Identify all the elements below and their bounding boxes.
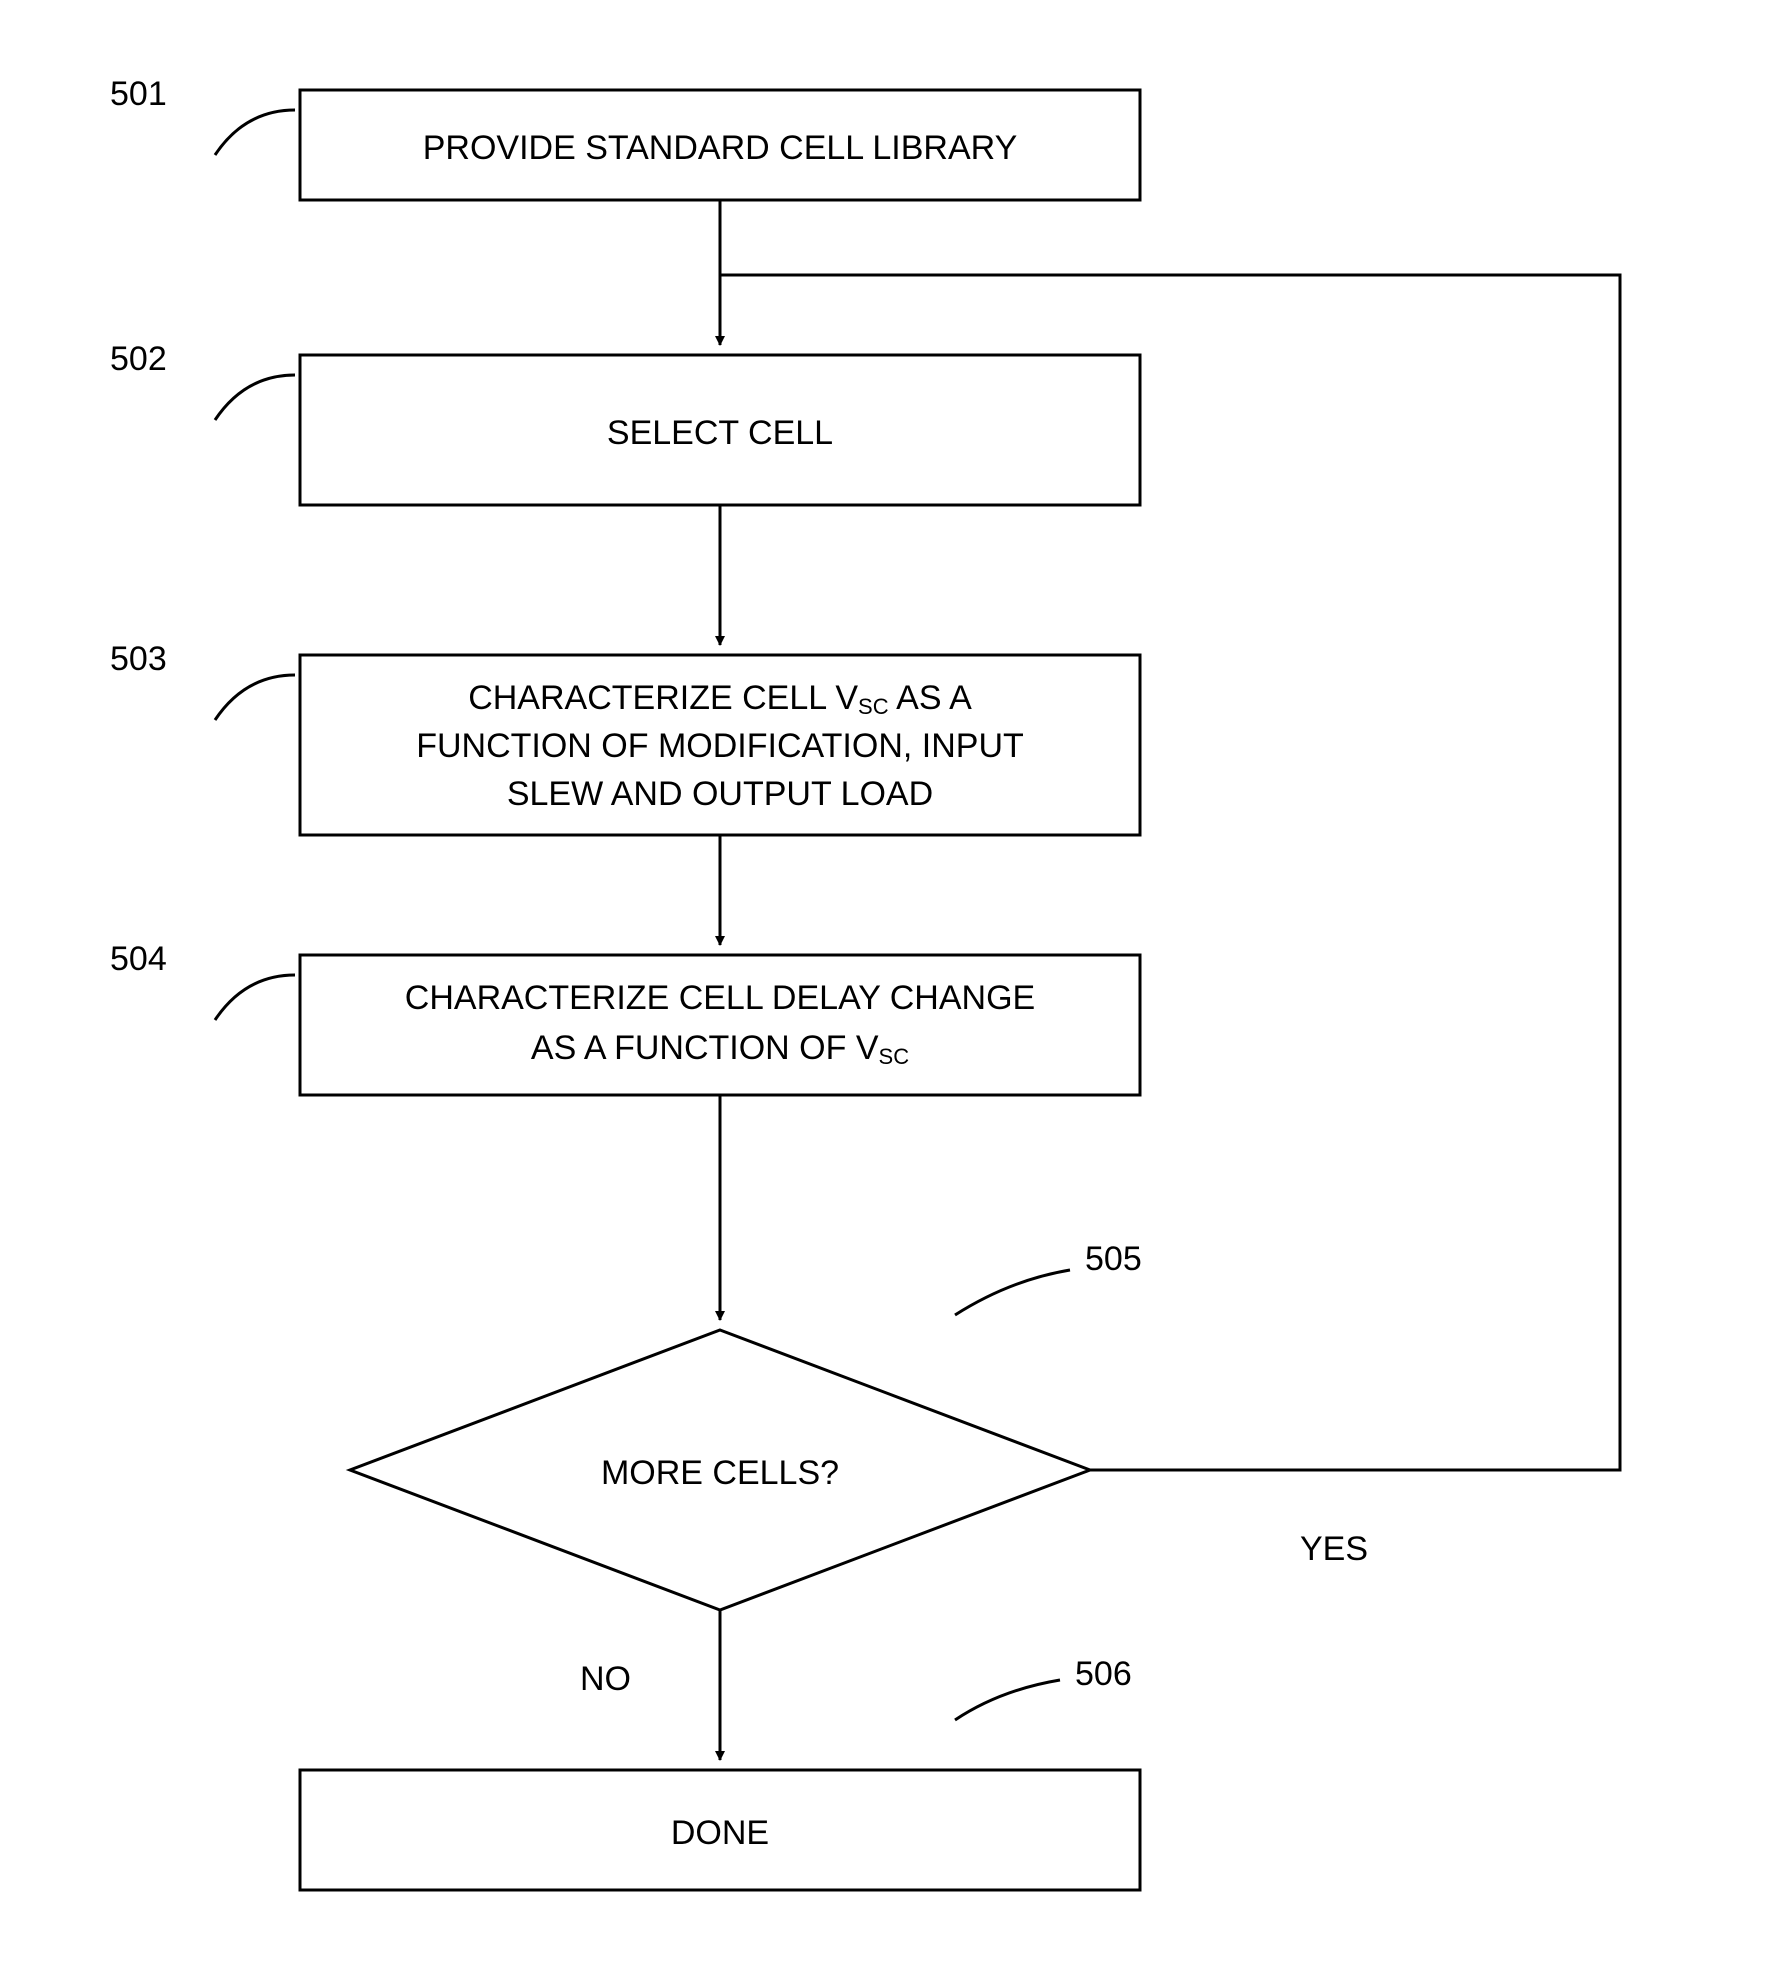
- node-506-text: DONE: [671, 1814, 769, 1852]
- node-505-text: MORE CELLS?: [601, 1454, 839, 1492]
- node-503-line3: SLEW AND OUTPUT LOAD: [507, 775, 933, 813]
- ref-501-label: 501: [110, 75, 167, 113]
- node-504-line1: CHARACTERIZE CELL DELAY CHANGE: [405, 979, 1035, 1017]
- node-506: DONE: [300, 1770, 1140, 1890]
- node-502-text: SELECT CELL: [607, 414, 833, 452]
- node-504-line2: AS A FUNCTION OF VSC: [531, 1029, 909, 1069]
- edge-505-yes-loop: [720, 275, 1620, 1470]
- ref-504: 504: [110, 940, 295, 1020]
- node-501-text: PROVIDE STANDARD CELL LIBRARY: [423, 129, 1018, 167]
- ref-502: 502: [110, 340, 295, 420]
- node-505: MORE CELLS?: [350, 1330, 1090, 1610]
- node-503-line1: CHARACTERIZE CELL VSC AS A: [468, 679, 972, 719]
- node-504: CHARACTERIZE CELL DELAY CHANGE AS A FUNC…: [300, 955, 1140, 1095]
- node-503: CHARACTERIZE CELL VSC AS A FUNCTION OF M…: [300, 655, 1140, 835]
- ref-503-label: 503: [110, 640, 167, 678]
- node-502: SELECT CELL: [300, 355, 1140, 505]
- ref-501: 501: [110, 75, 295, 155]
- node-503-line2: FUNCTION OF MODIFICATION, INPUT: [416, 727, 1024, 765]
- flowchart-svg: PROVIDE STANDARD CELL LIBRARY 501 YES SE…: [0, 0, 1786, 1968]
- ref-505-label: 505: [1085, 1240, 1142, 1278]
- ref-504-label: 504: [110, 940, 167, 978]
- ref-506: 506: [955, 1655, 1132, 1720]
- ref-502-label: 502: [110, 340, 167, 378]
- edge-no-label: NO: [580, 1660, 631, 1698]
- ref-506-label: 506: [1075, 1655, 1132, 1693]
- ref-503: 503: [110, 640, 295, 720]
- node-501: PROVIDE STANDARD CELL LIBRARY: [300, 90, 1140, 200]
- ref-505: 505: [955, 1240, 1142, 1315]
- edge-yes-label: YES: [1300, 1530, 1368, 1568]
